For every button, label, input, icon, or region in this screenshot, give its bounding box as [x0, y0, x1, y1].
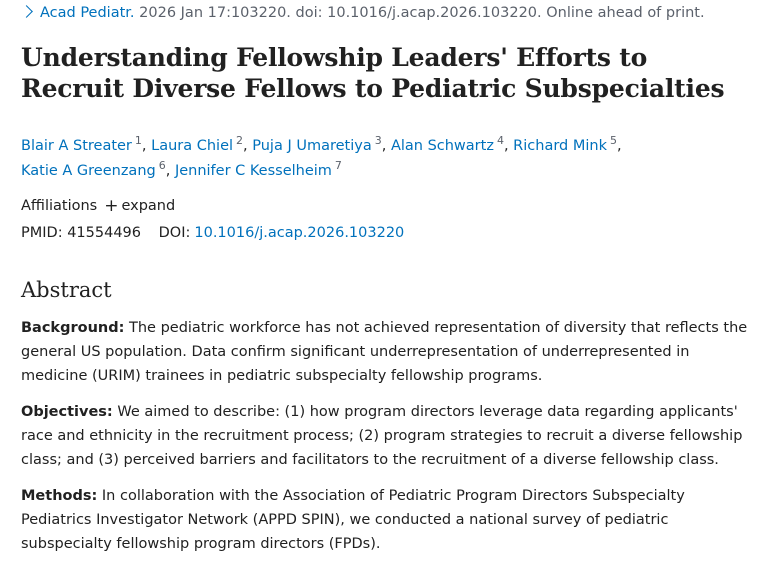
plus-icon[interactable]: + — [104, 196, 119, 216]
author-affiliation-number[interactable]: 5 — [609, 134, 617, 147]
section-text: The pediatric workforce has not achieved… — [21, 320, 748, 384]
citation-details: 2026 Jan 17:103220. doi: 10.1016/j.acap.… — [139, 5, 705, 21]
author-affiliation-number[interactable]: 3 — [374, 134, 382, 147]
citation-line: Acad Pediatr. 2026 Jan 17:103220. doi: 1… — [20, 3, 705, 23]
expand-label[interactable]: expand — [121, 198, 176, 214]
author-link[interactable]: Jennifer C Kesselheim — [174, 163, 332, 179]
abstract-section-objectives: Objectives: We aimed to describe: (1) ho… — [21, 400, 749, 472]
abstract-heading: Abstract — [21, 278, 112, 302]
section-text: In collaboration with the Association of… — [21, 488, 685, 552]
author-link[interactable]: Blair A Streater — [21, 138, 132, 154]
pmid-label: PMID: — [21, 225, 63, 241]
abstract-section-methods: Methods: In collaboration with the Assoc… — [21, 484, 749, 556]
author-affiliation-number[interactable]: 4 — [496, 134, 504, 147]
doi-label: DOI: — [158, 225, 191, 241]
doi-link[interactable]: 10.1016/j.acap.2026.103220 — [194, 225, 405, 241]
authors-list: Blair A Streater 1, Laura Chiel 2, Puja J … — [21, 134, 622, 179]
author-link[interactable]: Puja J Umaretiya — [252, 138, 372, 154]
author-link[interactable]: Laura Chiel — [151, 138, 234, 154]
author-affiliation-number[interactable]: 6 — [158, 159, 166, 172]
section-label: Background: — [21, 320, 125, 336]
author-link[interactable]: Richard Mink — [513, 138, 607, 154]
journal-link[interactable]: Acad Pediatr. — [40, 5, 135, 21]
identifiers-line: PMID: 41554496 DOI: 10.1016/j.acap.2026.1… — [21, 222, 404, 244]
article-title: Understanding Fellowship Leaders' Effort… — [21, 43, 725, 103]
author-affiliation-number[interactable]: 7 — [334, 159, 342, 172]
affiliations-label: Affiliations — [21, 198, 98, 214]
section-label: Objectives: — [21, 404, 113, 420]
author-link[interactable]: Katie A Greenzang — [21, 163, 156, 179]
chevron-right-icon[interactable] — [20, 5, 33, 18]
affiliations-toggle[interactable]: Affiliations + expand — [21, 194, 175, 217]
author-affiliation-number[interactable]: 1 — [134, 134, 142, 147]
section-label: Methods: — [21, 488, 98, 504]
section-text: We aimed to describe: (1) how program di… — [21, 404, 743, 468]
author-affiliation-number[interactable]: 2 — [236, 134, 244, 147]
author-link[interactable]: Alan Schwartz — [390, 138, 494, 154]
pmid-value: 41554496 — [67, 225, 142, 241]
abstract-section-background: Background: The pediatric workforce has … — [21, 316, 749, 388]
